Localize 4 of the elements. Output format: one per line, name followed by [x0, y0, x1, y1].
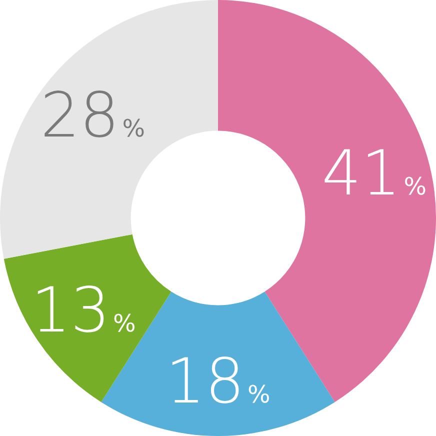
data-label: 41% — [322, 136, 426, 210]
data-label: 28% — [40, 78, 146, 152]
data-label: 18% — [166, 344, 270, 418]
data-label: 13% — [31, 273, 136, 346]
